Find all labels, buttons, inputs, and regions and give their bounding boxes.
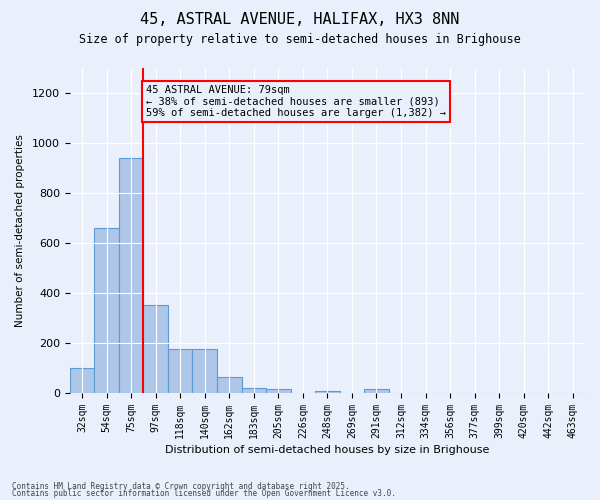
Bar	[266, 390, 290, 393]
Bar	[94, 228, 119, 393]
X-axis label: Distribution of semi-detached houses by size in Brighouse: Distribution of semi-detached houses by …	[165, 445, 490, 455]
Text: 45, ASTRAL AVENUE, HALIFAX, HX3 8NN: 45, ASTRAL AVENUE, HALIFAX, HX3 8NN	[140, 12, 460, 28]
Bar	[217, 377, 242, 393]
Bar	[364, 390, 389, 393]
Bar	[168, 350, 193, 393]
Bar	[143, 306, 168, 393]
Bar	[70, 368, 94, 393]
Text: Contains public sector information licensed under the Open Government Licence v3: Contains public sector information licen…	[12, 489, 396, 498]
Text: 45 ASTRAL AVENUE: 79sqm
← 38% of semi-detached houses are smaller (893)
59% of s: 45 ASTRAL AVENUE: 79sqm ← 38% of semi-de…	[146, 85, 446, 118]
Y-axis label: Number of semi-detached properties: Number of semi-detached properties	[15, 134, 25, 326]
Bar	[193, 350, 217, 393]
Bar	[315, 390, 340, 393]
Bar	[119, 158, 143, 393]
Bar	[242, 388, 266, 393]
Text: Contains HM Land Registry data © Crown copyright and database right 2025.: Contains HM Land Registry data © Crown c…	[12, 482, 350, 491]
Text: Size of property relative to semi-detached houses in Brighouse: Size of property relative to semi-detach…	[79, 32, 521, 46]
